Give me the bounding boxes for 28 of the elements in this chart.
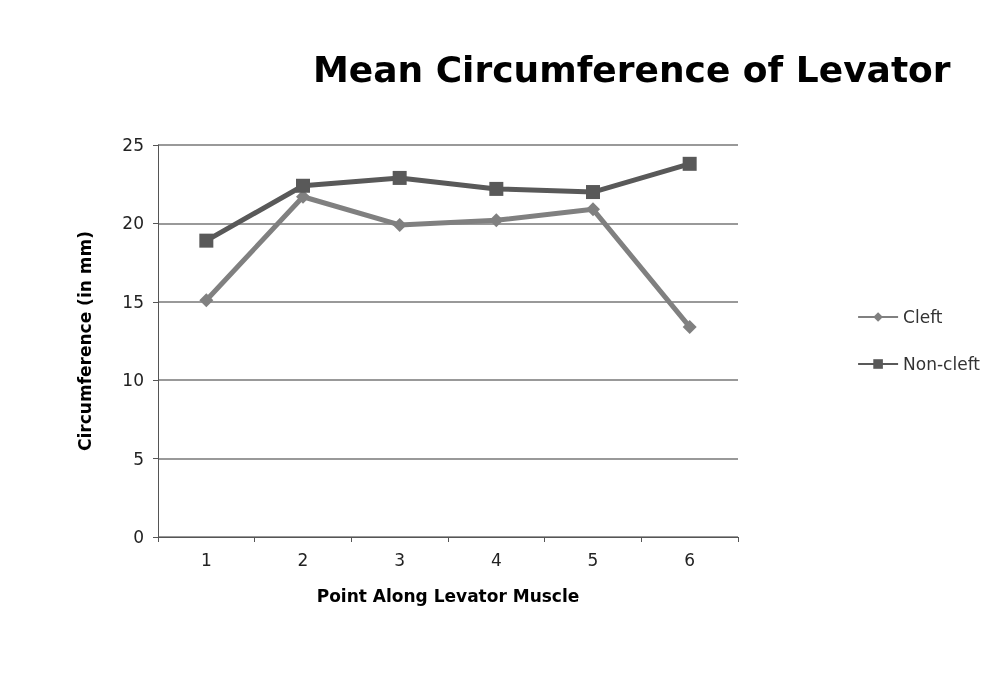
x-tick-label: 3 bbox=[394, 549, 406, 570]
point bbox=[489, 181, 504, 196]
chart-title: Mean Circumference of Levator bbox=[313, 48, 951, 90]
y-tick-label: 10 bbox=[122, 370, 144, 391]
point bbox=[586, 185, 600, 200]
legend-label: Cleft bbox=[903, 307, 943, 327]
x-axis-title: Point Along Levator Muscle bbox=[316, 585, 580, 606]
x-tick-label: 2 bbox=[297, 549, 309, 570]
x-tick-label: 6 bbox=[684, 549, 696, 570]
point bbox=[199, 293, 214, 308]
y-axis-title: Circumference (in mm) bbox=[74, 231, 95, 451]
point bbox=[199, 233, 214, 248]
point bbox=[489, 213, 504, 228]
x-tick-label: 5 bbox=[587, 549, 599, 570]
y-tick-label: 15 bbox=[122, 291, 144, 312]
x-tick-label: 1 bbox=[200, 549, 212, 570]
point bbox=[586, 202, 600, 217]
point bbox=[682, 156, 697, 171]
point bbox=[392, 170, 407, 185]
x-tick-label: 4 bbox=[490, 549, 502, 570]
y-tick-label: 20 bbox=[122, 213, 144, 234]
point bbox=[392, 217, 407, 232]
point bbox=[296, 178, 310, 193]
y-tick-label: 0 bbox=[133, 527, 144, 547]
legend-label: Non-cleft bbox=[903, 354, 981, 374]
y-tick-label: 5 bbox=[133, 448, 144, 469]
point bbox=[682, 319, 697, 334]
y-tick-label: 25 bbox=[122, 135, 144, 155]
